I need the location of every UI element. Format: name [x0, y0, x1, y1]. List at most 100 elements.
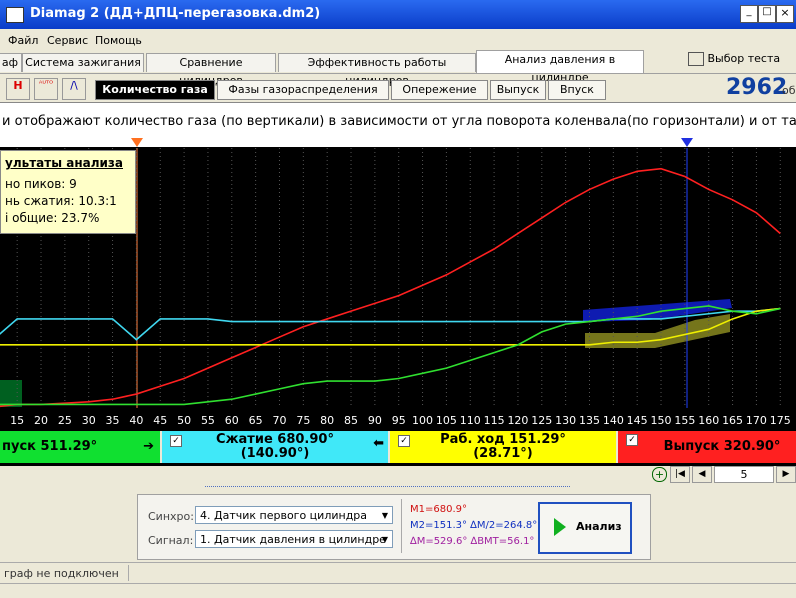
control-panel: Синхро: 4. Датчик первого цилиндра ▼ Сигн…: [137, 494, 651, 560]
info-box: ультаты анализа но пиков: 9 нь сжатия: 1…: [0, 150, 136, 234]
menu-item[interactable]: Помощь: [95, 34, 142, 47]
x-tick-label: 105: [436, 414, 457, 427]
select-value: 4. Датчик первого цилиндра: [200, 509, 368, 522]
phase-sub: (28.71°): [473, 446, 533, 461]
tab[interactable]: Сравнение цилиндров: [146, 53, 276, 87]
phase-sub: (140.90°): [240, 446, 310, 461]
x-tick-label: 75: [296, 414, 310, 427]
minimize-button[interactable]: _: [740, 5, 758, 23]
signal-label: Сигнал:: [148, 534, 194, 547]
series-line: [0, 307, 781, 346]
menu-item[interactable]: Сервис: [47, 34, 89, 47]
x-tick-label: 40: [129, 414, 143, 427]
close-button[interactable]: ×: [776, 5, 794, 23]
add-button[interactable]: +: [652, 467, 667, 482]
title-bar: Diamag 2 (ДД+ДПЦ-перегазовка.dm2) _ □ ×: [0, 0, 796, 29]
info-line: но пиков: 9: [5, 177, 77, 191]
x-tick-label: 125: [531, 414, 552, 427]
series-line: [0, 307, 781, 341]
page-navigator: + |◀ ◀ 5 ▶: [650, 466, 796, 483]
phase-label: Выпуск 320.90°: [663, 439, 781, 454]
x-tick-label: 35: [106, 414, 120, 427]
tab[interactable]: аф: [0, 53, 22, 72]
page-field[interactable]: 5: [714, 466, 774, 483]
phase-bar[interactable]: ✓ Раб. ход 151.29° (28.71°): [390, 431, 616, 463]
active-subtab[interactable]: Количество газа: [95, 80, 215, 100]
info-title: ультаты анализа: [5, 156, 123, 170]
menu-item[interactable]: Файл: [8, 34, 39, 47]
x-tick-label: 135: [579, 414, 600, 427]
x-tick-label: 65: [249, 414, 263, 427]
subtab[interactable]: Выпуск: [490, 80, 546, 100]
x-tick-label: 160: [698, 414, 719, 427]
x-tick-label: 85: [344, 414, 358, 427]
x-tick-label: 60: [225, 414, 239, 427]
rpm-value: 2962: [726, 75, 788, 100]
info-line: нь сжатия: 10.3:1: [5, 194, 117, 208]
x-tick-label: 115: [484, 414, 505, 427]
status-text: граф не подключен: [4, 567, 119, 580]
x-tick-label: 70: [272, 414, 286, 427]
x-tick-label: 120: [507, 414, 528, 427]
app-icon: [6, 7, 24, 23]
first-button[interactable]: |◀: [670, 466, 690, 483]
rpm-unit: об.: [782, 84, 796, 97]
m1-text: M1=680.9°: [410, 504, 467, 515]
x-tick-label: 110: [460, 414, 481, 427]
toolbar: H ᴬᵁᵀᴼ /\: [6, 78, 86, 100]
x-tick-label: 155: [674, 414, 695, 427]
play-icon: [554, 518, 566, 536]
series-line: [0, 305, 781, 406]
x-tick-label: 95: [392, 414, 406, 427]
x-tick-label: 20: [34, 414, 48, 427]
x-tick-label: 90: [368, 414, 382, 427]
separator: [401, 499, 402, 553]
signal-select[interactable]: 1. Датчик давления в цилиндре ▼: [195, 530, 393, 548]
next-button[interactable]: ▶: [776, 466, 796, 483]
select-value: 1. Датчик давления в цилиндре: [200, 533, 386, 546]
dm-text: ∆M=529.6° ∆BMT=56.1°: [410, 536, 535, 547]
test-select-button[interactable]: Выбор теста: [688, 52, 780, 66]
button-label: Выбор теста: [707, 52, 781, 65]
cursor-marker[interactable]: [131, 138, 143, 147]
cursor-marker[interactable]: [681, 138, 693, 147]
tab[interactable]: Эффективность работы цилиндров: [278, 53, 476, 87]
x-tick-label: 50: [177, 414, 191, 427]
subtab[interactable]: Впуск: [548, 80, 606, 100]
x-tick-label: 130: [555, 414, 576, 427]
blue-band: [583, 299, 732, 322]
separator: [128, 565, 129, 581]
phase-bar[interactable]: ✓ Сжатие 680.90° (140.90°) ⬅: [162, 431, 388, 463]
maximize-button[interactable]: □: [758, 5, 776, 23]
info-line: і общие: 23.7%: [5, 211, 100, 225]
subtab[interactable]: Опережение: [391, 80, 488, 100]
tool-button[interactable]: ᴬᵁᵀᴼ: [34, 78, 58, 100]
tab[interactable]: Система зажигания: [22, 53, 144, 72]
tool-button[interactable]: /\: [62, 78, 86, 100]
subtab[interactable]: Фазы газораспределения: [217, 80, 389, 100]
status-bar: граф не подключен: [0, 562, 796, 598]
active-tab[interactable]: Анализ давления в цилиндре: [476, 50, 644, 84]
x-tick-label: 175: [770, 414, 791, 427]
sync-label: Синхро:: [148, 510, 194, 523]
splitter[interactable]: [205, 486, 570, 490]
x-tick-label: 25: [58, 414, 72, 427]
x-tick-label: 15: [10, 414, 24, 427]
phase-bar[interactable]: пуск 511.29° ➔: [0, 431, 160, 463]
x-tick-label: 55: [201, 414, 215, 427]
x-tick-label: 80: [320, 414, 334, 427]
description: и отображают количество газа (по вертика…: [2, 114, 796, 129]
olive-band: [585, 314, 730, 348]
analyze-button[interactable]: Анализ: [538, 502, 632, 554]
x-tick-label: 30: [82, 414, 96, 427]
x-tick-label: 165: [722, 414, 743, 427]
marker-block: [0, 380, 22, 407]
tool-button[interactable]: H: [6, 78, 30, 100]
phase-underline: [0, 463, 796, 466]
separator: [0, 73, 796, 74]
sync-select[interactable]: 4. Датчик первого цилиндра ▼: [195, 506, 393, 524]
phase-bar[interactable]: ✓ Выпуск 320.90°: [618, 431, 796, 463]
prev-button[interactable]: ◀: [692, 466, 712, 483]
x-tick-label: 150: [651, 414, 672, 427]
